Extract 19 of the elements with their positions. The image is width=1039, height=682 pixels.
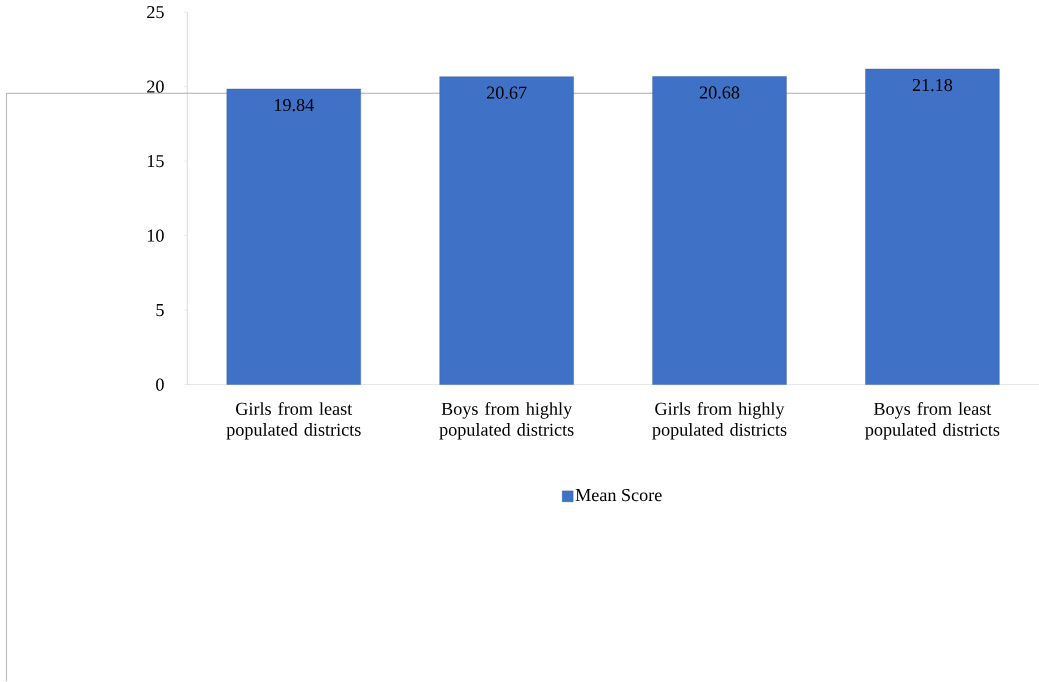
x-tick-label: Boys from least populated districts [865, 402, 1000, 440]
data-label: 20.68 [699, 86, 740, 99]
data-label: 20.67 [487, 86, 527, 100]
bar [439, 76, 574, 386]
y-tick-label: 15 [147, 155, 164, 168]
data-label: 21.18 [912, 79, 953, 92]
x-tick-label: Girls from least populated districts [226, 402, 361, 440]
y-tick-label: 20 [147, 80, 164, 93]
legend-label: Mean Score [575, 489, 662, 502]
y-tick-label: 10 [147, 229, 164, 242]
y-tick-label: 25 [147, 6, 164, 19]
y-tick-label: 5 [156, 304, 164, 317]
bar [652, 76, 787, 386]
bar [865, 69, 1000, 386]
y-tick-label: 0 [156, 378, 164, 391]
data-label: 19.84 [274, 99, 314, 112]
bar [226, 89, 361, 386]
x-tick-label: Girls from highly populated districts [652, 402, 787, 440]
x-tick-label: Boys from highly populated districts [439, 402, 574, 440]
